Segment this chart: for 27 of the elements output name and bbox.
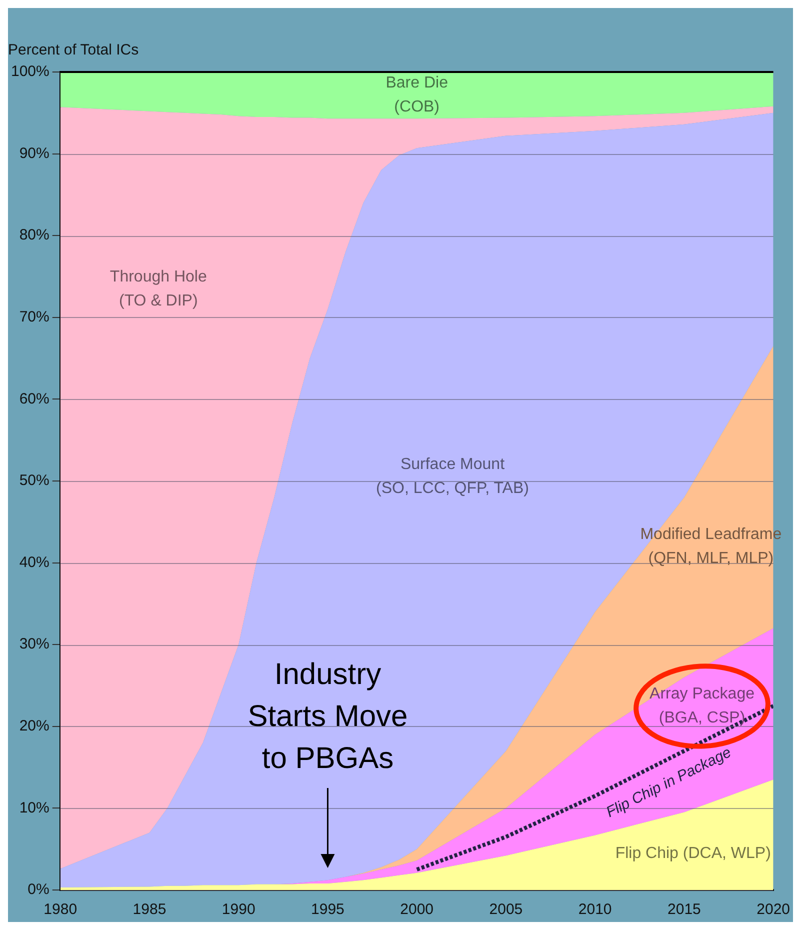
- annotation: Industry Starts Move to PBGAs: [248, 658, 408, 775]
- line-series: [414, 704, 774, 872]
- y-tick-label: 80%: [19, 226, 50, 244]
- x-tick-label: 1990: [222, 901, 256, 918]
- y-tick-label: 50%: [19, 472, 50, 490]
- y-tick-label: 70%: [19, 308, 50, 326]
- y-tick-label: 10%: [19, 799, 50, 816]
- y-tick-label: 100%: [10, 63, 50, 80]
- x-tick-label: 1995: [311, 901, 344, 918]
- x-tick-label: 1985: [132, 901, 166, 918]
- series-label: Surface Mount (SO, LCC, QFP, TAB): [376, 456, 529, 497]
- y-tick-label: 90%: [19, 144, 50, 162]
- x-tick-label: 2000: [400, 901, 434, 918]
- y-axis-title: Percent of Total ICs: [8, 42, 139, 59]
- y-tick-label: 0%: [28, 881, 50, 898]
- y-tick-label: 60%: [19, 390, 50, 408]
- x-tick-label: 2020: [756, 901, 790, 918]
- series-label: Through Hole (TO & DIP): [110, 268, 207, 310]
- x-tick-label: 2010: [578, 901, 612, 918]
- y-tick-label: 20%: [19, 718, 50, 735]
- series-label: Flip Chip (DCA, WLP): [615, 844, 771, 862]
- y-tick-label: 40%: [19, 554, 50, 571]
- series-label: Bare Die (COB): [386, 74, 448, 116]
- x-tick-label: 2005: [489, 901, 523, 918]
- y-tick-label: 30%: [19, 636, 50, 653]
- x-tick-label: 1980: [44, 901, 78, 918]
- x-tick-label: 2015: [668, 901, 701, 918]
